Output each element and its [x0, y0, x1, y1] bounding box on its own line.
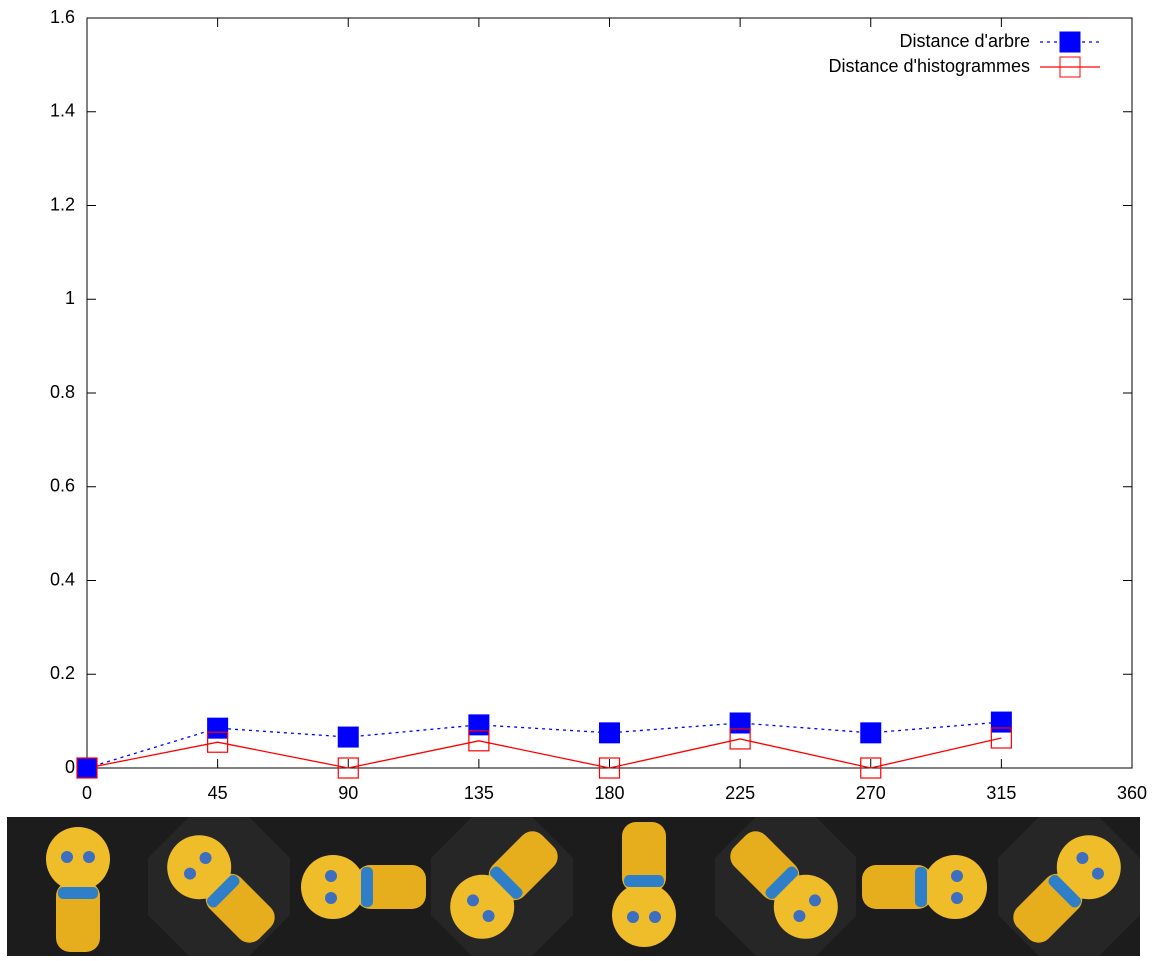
- point: [990, 711, 1012, 733]
- point: [337, 726, 359, 748]
- point: [729, 712, 751, 734]
- series-line: [86, 737, 1002, 769]
- y-tick-label: 0.2: [50, 663, 75, 683]
- legend-label: Distance d'histogrammes: [828, 56, 1030, 76]
- image-strip: [7, 817, 1140, 956]
- point: [990, 727, 1012, 749]
- legend-label: Distance d'arbre: [900, 31, 1031, 51]
- y-tick-label: 0.6: [50, 476, 75, 496]
- y-tick-label: 1.6: [50, 7, 75, 27]
- y-tick-label: 1.2: [50, 194, 75, 214]
- point: [598, 757, 621, 779]
- cat-photo: [148, 817, 290, 956]
- legend-marker: [1059, 31, 1081, 53]
- cat-photo: [290, 817, 432, 956]
- x-tick-label: 90: [338, 783, 358, 803]
- cat-photo: [856, 817, 998, 956]
- point: [729, 728, 751, 750]
- x-tick-label: 180: [594, 783, 624, 803]
- x-tick-label: 45: [208, 783, 228, 803]
- cat-photo: [7, 817, 149, 956]
- point: [468, 714, 490, 736]
- point: [76, 757, 98, 779]
- point: [860, 722, 882, 744]
- point: [599, 722, 620, 744]
- x-tick-label: 0: [82, 783, 92, 803]
- legend-marker: [1059, 56, 1081, 78]
- x-tick-label: 270: [856, 783, 886, 803]
- series-line: [86, 721, 1002, 769]
- x-tick-label: 225: [725, 783, 755, 803]
- point: [207, 717, 229, 739]
- y-tick-label: 0.8: [50, 382, 75, 402]
- x-tick-label: 135: [464, 783, 494, 803]
- cat-photo: [573, 817, 715, 956]
- x-tick-label: 360: [1117, 783, 1147, 803]
- y-tick-label: 1: [65, 288, 75, 308]
- y-tick-label: 1.4: [50, 101, 75, 121]
- cat-photo: [998, 817, 1140, 956]
- point: [860, 757, 882, 779]
- x-tick-label: 315: [986, 783, 1016, 803]
- plot-frame: [86, 17, 1133, 769]
- y-tick-label: 0: [65, 757, 75, 777]
- cat-photo: [431, 817, 573, 956]
- point: [207, 731, 229, 753]
- point: [337, 757, 359, 779]
- y-tick-label: 0.4: [50, 569, 75, 589]
- point: [468, 730, 490, 752]
- cat-photo: [715, 817, 857, 956]
